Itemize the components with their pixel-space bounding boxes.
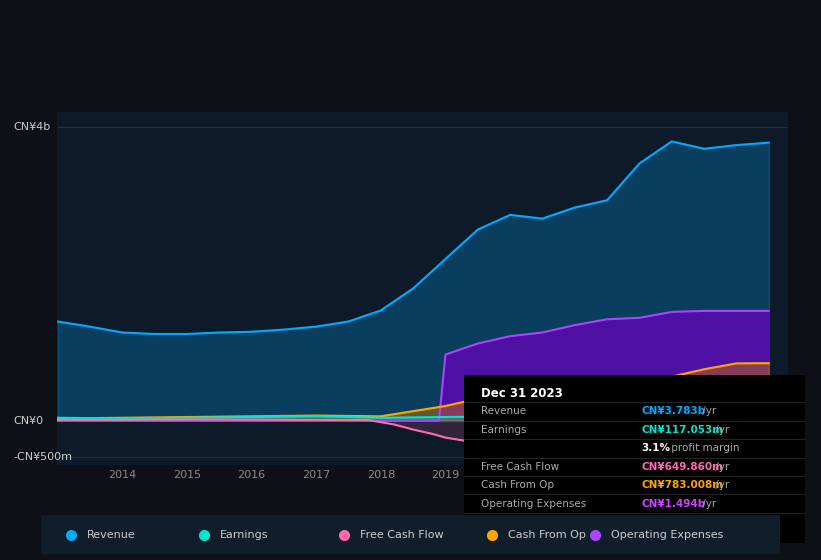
- Text: Operating Expenses: Operating Expenses: [612, 530, 724, 540]
- Text: CN¥649.860m: CN¥649.860m: [641, 462, 723, 472]
- Text: /yr: /yr: [713, 425, 730, 435]
- Text: 3.1%: 3.1%: [641, 444, 670, 453]
- Text: profit margin: profit margin: [668, 444, 740, 453]
- Text: Revenue: Revenue: [87, 530, 135, 540]
- Text: CN¥1.494b: CN¥1.494b: [641, 499, 705, 508]
- Text: Free Cash Flow: Free Cash Flow: [481, 462, 559, 472]
- Text: Revenue: Revenue: [481, 407, 526, 416]
- Text: Cash From Op: Cash From Op: [481, 480, 554, 490]
- Text: CN¥4b: CN¥4b: [14, 122, 51, 132]
- Text: /yr: /yr: [699, 407, 717, 416]
- Text: -CN¥500m: -CN¥500m: [14, 452, 72, 463]
- Text: /yr: /yr: [713, 462, 730, 472]
- Text: Operating Expenses: Operating Expenses: [481, 499, 586, 508]
- Text: CN¥117.053m: CN¥117.053m: [641, 425, 723, 435]
- Text: Earnings: Earnings: [220, 530, 268, 540]
- Text: /yr: /yr: [713, 480, 730, 490]
- Text: CN¥3.783b: CN¥3.783b: [641, 407, 705, 416]
- Text: Dec 31 2023: Dec 31 2023: [481, 387, 562, 400]
- Text: Cash From Op: Cash From Op: [508, 530, 586, 540]
- Text: CN¥783.008m: CN¥783.008m: [641, 480, 723, 490]
- Text: /yr: /yr: [699, 499, 717, 508]
- Text: CN¥0: CN¥0: [14, 416, 44, 426]
- Text: Earnings: Earnings: [481, 425, 526, 435]
- Text: Free Cash Flow: Free Cash Flow: [360, 530, 444, 540]
